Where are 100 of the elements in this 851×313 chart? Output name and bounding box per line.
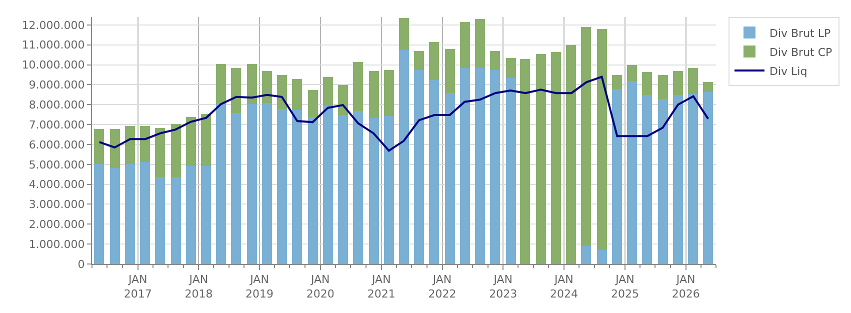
bar (262, 103, 272, 264)
bar (429, 42, 439, 80)
bar (323, 77, 333, 106)
bar (673, 71, 683, 95)
bar (520, 59, 530, 264)
bar (551, 52, 561, 264)
bar (308, 90, 318, 117)
bar (597, 29, 607, 250)
y-tick-label: 0 (78, 258, 85, 271)
bar (490, 51, 500, 70)
y-tick-label: 7.000.000 (28, 118, 85, 132)
bar (155, 128, 165, 177)
bar (94, 164, 104, 264)
bar (369, 71, 379, 118)
bar (703, 82, 713, 92)
bar (140, 126, 150, 162)
bar (201, 166, 211, 264)
bar (323, 106, 333, 264)
bar (642, 95, 652, 264)
x-tick-label: JAN 2025 (610, 273, 639, 300)
x-tick-label: JAN 2018 (184, 273, 213, 300)
bar (688, 94, 698, 264)
bar (186, 166, 196, 264)
y-tick-label: 4.000.000 (28, 178, 85, 192)
bar (490, 70, 500, 264)
bar (627, 65, 637, 81)
x-tick-label: JAN 2019 (246, 273, 274, 300)
y-tick-label: 10.000.000 (22, 58, 85, 72)
bar (581, 27, 591, 246)
bar (703, 92, 713, 264)
bar (612, 89, 622, 264)
y-tick-label: 1.000.000 (28, 238, 85, 251)
bar (506, 58, 516, 78)
bar (125, 126, 135, 164)
bar (384, 116, 394, 264)
y-tick-label: 5.000.000 (28, 158, 85, 172)
bar (171, 124, 181, 177)
bar (384, 70, 394, 116)
legend-label: Div Brut CP (769, 46, 833, 59)
bar (506, 78, 516, 264)
bar (338, 115, 348, 264)
x-tick-label: JAN 2026 (672, 273, 700, 300)
bar (399, 50, 409, 264)
bar (125, 164, 135, 264)
bar (201, 114, 211, 166)
x-tick-label: JAN 2020 (306, 273, 334, 300)
bar (658, 75, 668, 99)
bar (460, 22, 470, 68)
bar (597, 250, 607, 264)
bar (414, 70, 424, 264)
bar (445, 93, 455, 264)
bar (429, 80, 439, 264)
y-tick-label: 2.000.000 (28, 218, 85, 232)
bar (110, 129, 120, 168)
bar (186, 117, 196, 166)
bar (673, 95, 683, 264)
bar (140, 162, 150, 264)
legend-label: Div Liq (769, 64, 808, 78)
x-tick-label: JAN 2022 (428, 273, 456, 300)
bar (642, 72, 652, 95)
bar (475, 68, 485, 264)
bar (216, 64, 226, 104)
y-tick-label: 9.000.000 (28, 78, 85, 92)
bar (627, 81, 637, 264)
bar (155, 177, 165, 264)
bar (536, 54, 546, 264)
bar (308, 117, 318, 264)
bar (369, 118, 379, 264)
bar (247, 64, 257, 104)
bar (475, 19, 485, 68)
y-tick-label: 12.000.000 (22, 18, 85, 32)
bar (338, 85, 348, 115)
bar (581, 246, 591, 264)
bar (612, 75, 622, 89)
bar (688, 68, 698, 94)
bar (445, 49, 455, 93)
bar (94, 129, 104, 164)
bar (414, 51, 424, 70)
bar (658, 99, 668, 264)
y-tick-label: 8.000.000 (28, 98, 85, 112)
bar (353, 111, 363, 264)
y-tick-label: 6.000.000 (28, 138, 85, 152)
bar (216, 104, 226, 264)
bar (247, 104, 257, 264)
bar (231, 68, 241, 113)
bar (399, 18, 409, 50)
bar (171, 177, 181, 264)
x-tick-label: JAN 2023 (489, 273, 518, 300)
y-tick-label: 3.000.000 (28, 198, 85, 212)
bar (231, 113, 241, 264)
x-tick-label: JAN 2024 (550, 273, 578, 300)
y-tick-label: 11.000.000 (22, 38, 85, 52)
legend-label: Div Brut LP (769, 26, 831, 40)
line-series (98, 76, 710, 152)
bar (566, 45, 576, 264)
bar (277, 109, 287, 264)
bar (353, 62, 363, 111)
bar (292, 110, 302, 264)
bar (277, 75, 287, 109)
bar (292, 79, 302, 110)
